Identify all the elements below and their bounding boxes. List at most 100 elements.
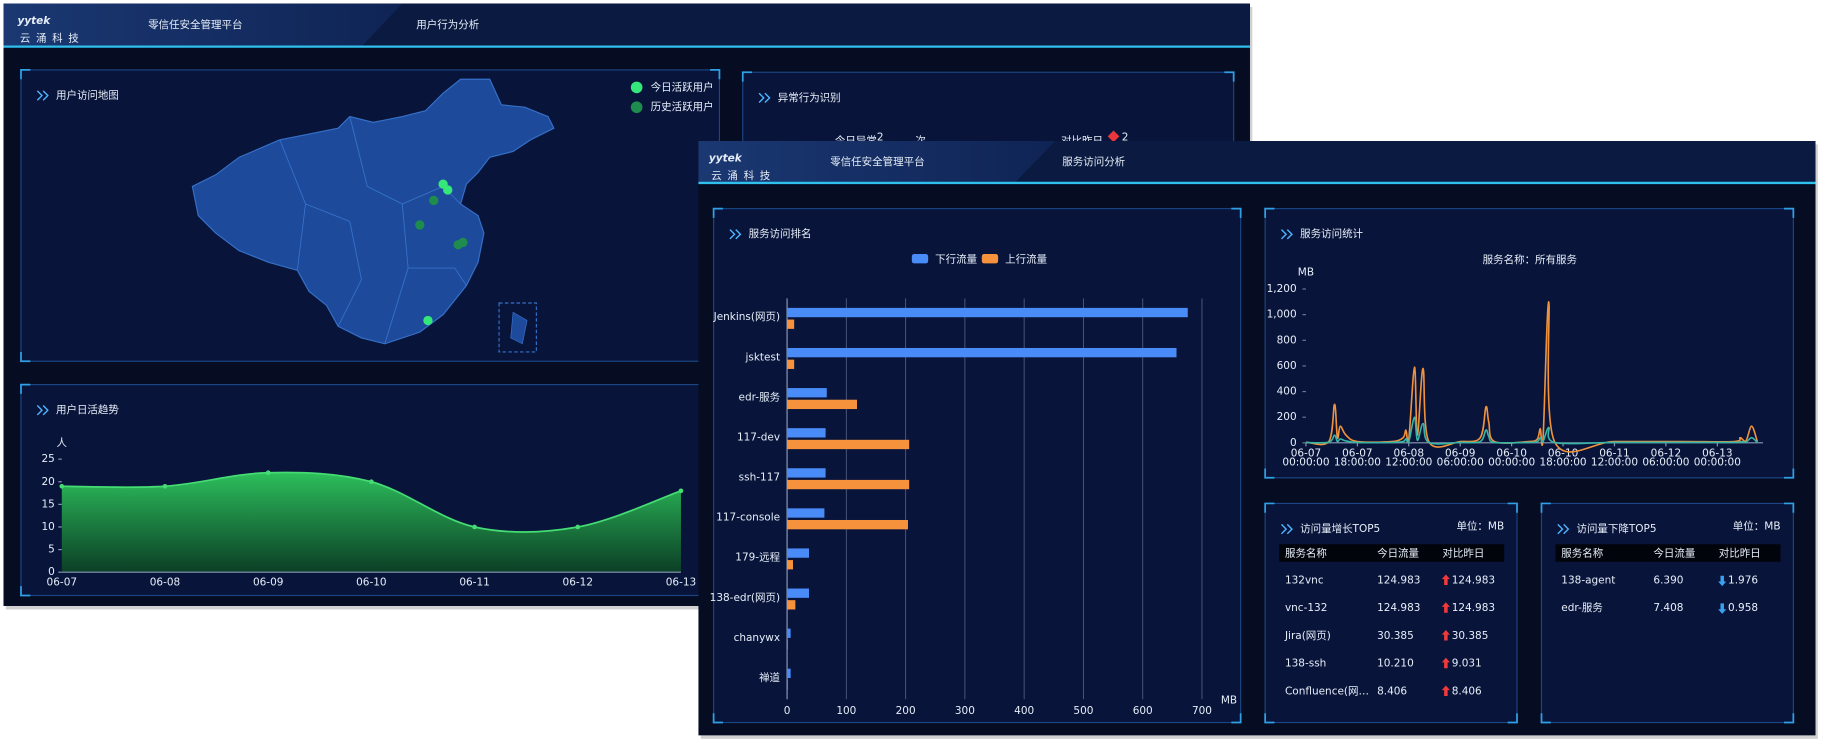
- y-tick-label: 600: [1277, 360, 1297, 372]
- x-tick-label: 06-13: [666, 577, 696, 589]
- panel-corner: [1264, 502, 1275, 513]
- x-tick-label: 500: [1073, 705, 1093, 717]
- y-tick-label: 200: [1277, 411, 1297, 423]
- column-header: 对比昨日: [1719, 547, 1761, 560]
- cell: Confluence(网…: [1285, 685, 1369, 697]
- bar: [787, 560, 793, 570]
- bar: [787, 468, 826, 478]
- title-icon: [1557, 523, 1570, 535]
- arrow-down: [1718, 603, 1727, 614]
- bar: [787, 428, 826, 438]
- header-highlight: [3, 3, 403, 47]
- cell: 8.406: [1377, 685, 1407, 697]
- panel-title: 用户访问地图: [56, 89, 119, 102]
- tab-title: 用户行为分析: [416, 18, 479, 31]
- x-tick-label: 600: [1133, 705, 1153, 717]
- platform-title: 零信任安全管理平台: [830, 155, 924, 168]
- y-tick-label: 5: [48, 544, 55, 556]
- x-tick-time: 18:00:00: [1540, 457, 1587, 469]
- unit-label: 单位：MB: [1456, 520, 1504, 533]
- category-label: 138-edr(网页): [710, 592, 780, 604]
- map-user-dot: [429, 195, 439, 206]
- category-label: jsktest: [744, 351, 780, 363]
- bar: [787, 479, 910, 490]
- cell: 6.390: [1653, 574, 1683, 586]
- column-header: 服务名称: [1561, 547, 1603, 560]
- cell: 8.406: [1452, 685, 1482, 697]
- panel-corner: [1784, 207, 1795, 218]
- panel-title: 访问量下降TOP5: [1576, 522, 1656, 535]
- panel-corner: [1507, 713, 1518, 724]
- header-highlight: [698, 141, 1056, 183]
- bar: [787, 388, 827, 398]
- arrow-up: [1441, 657, 1450, 669]
- y-tick-label: 0: [48, 566, 55, 578]
- cell: 30.385: [1377, 630, 1414, 642]
- panel: [1264, 208, 1794, 479]
- category-label: 禅道: [759, 671, 780, 684]
- y-axis-label: 人: [57, 437, 68, 449]
- x-tick-label: 06-10: [356, 577, 386, 589]
- legend-label: 上行流量: [1005, 252, 1047, 265]
- x-tick-date: 06-12: [1651, 447, 1681, 459]
- anomaly-count: 2: [877, 132, 884, 144]
- arrow-down: [1718, 575, 1727, 587]
- panel-corner: [741, 71, 753, 82]
- y-tick-label: 0: [1290, 437, 1297, 449]
- map-user-dot: [443, 185, 453, 195]
- series-line: [1305, 301, 1759, 453]
- x-tick-time: 00:00:00: [1694, 457, 1741, 469]
- arrow-up: [1441, 602, 1450, 613]
- logo-subtitle: 云 涌 科 技: [711, 169, 771, 182]
- panel-corner: [710, 69, 721, 80]
- data-point: [678, 488, 684, 494]
- unit-label: 单位：MB: [1733, 520, 1781, 533]
- panel-corner: [1784, 502, 1795, 513]
- bar: [787, 680, 788, 690]
- category-label: edr-服务: [739, 390, 781, 403]
- panel-corner: [20, 351, 31, 363]
- x-tick-date: 06-11: [1599, 447, 1629, 459]
- title-icon: [36, 405, 49, 416]
- x-tick-date: 06-07: [1291, 447, 1321, 459]
- cell: 124.983: [1377, 602, 1420, 614]
- category-label: chanywx: [734, 632, 780, 644]
- cell: 124.983: [1377, 574, 1420, 586]
- series-line: [1305, 416, 1758, 445]
- panel-corner: [1231, 207, 1242, 218]
- x-tick-label: 06-09: [253, 577, 283, 589]
- x-tick-label: 400: [1014, 705, 1034, 717]
- cell: 138-ssh: [1285, 658, 1326, 670]
- bar: [787, 668, 791, 679]
- panel-corner: [1540, 502, 1551, 513]
- bar: [787, 600, 796, 610]
- y-tick-label: 400: [1277, 386, 1297, 398]
- title-icon: [758, 92, 771, 104]
- category-label: ssh-117: [739, 472, 780, 484]
- logo: yytek: [709, 152, 743, 164]
- map-user-dot: [458, 237, 468, 248]
- bar: [787, 307, 1188, 318]
- map-island: [510, 311, 528, 345]
- cell: 138-agent: [1561, 574, 1615, 586]
- panel-title: 异常行为识别: [778, 91, 841, 104]
- bar: [787, 519, 908, 530]
- title-icon: [1280, 229, 1293, 240]
- y-tick-label: 15: [41, 498, 54, 510]
- x-tick-label: 700: [1192, 705, 1212, 717]
- panel: [1540, 502, 1794, 724]
- cell: 9.031: [1452, 658, 1482, 670]
- x-tick-date: 06-13: [1702, 447, 1732, 459]
- logo: yytek: [17, 15, 51, 27]
- logo-subtitle: 云 涌 科 技: [20, 31, 80, 44]
- category-label: 117-console: [716, 512, 780, 524]
- bar: [787, 439, 910, 450]
- bar: [787, 319, 795, 329]
- x-tick-time: 00:00:00: [1488, 457, 1535, 469]
- data-point: [265, 470, 271, 476]
- area-fill: [61, 472, 681, 573]
- cell: 10.210: [1377, 658, 1414, 670]
- cell: 0.958: [1728, 602, 1758, 614]
